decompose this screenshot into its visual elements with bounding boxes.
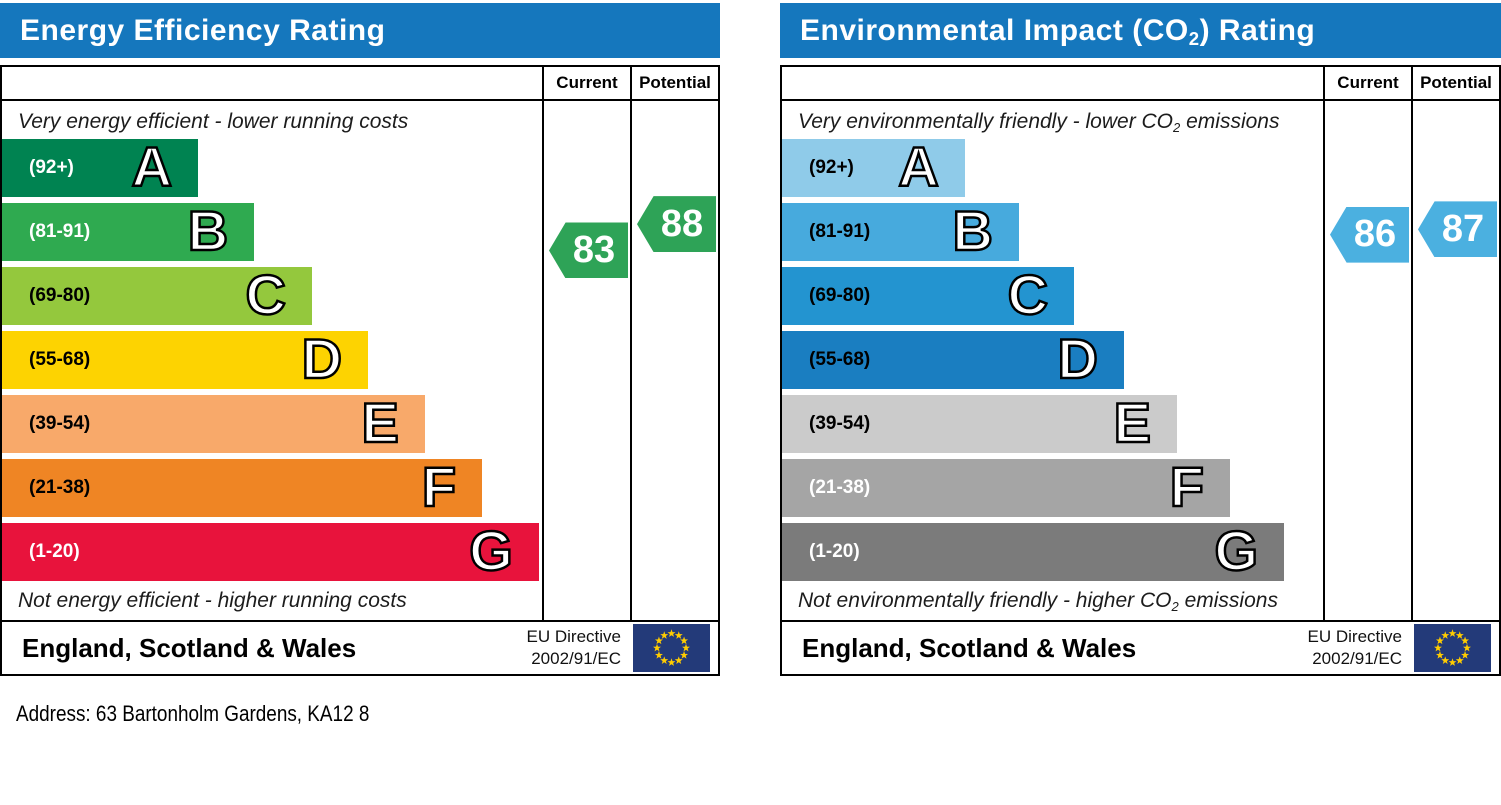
potential-column-header: Potential <box>1411 67 1499 101</box>
current-column-header: Current <box>542 67 630 101</box>
top-caption: Very energy efficient - lower running co… <box>18 110 409 133</box>
band-range-label: (39-54) <box>809 413 871 434</box>
band-letter: D <box>300 326 343 390</box>
band-letter: G <box>468 518 514 582</box>
band-letter: E <box>360 390 400 454</box>
property-address: Address: 63 Bartonholm Gardens, KA12 8 <box>16 701 370 726</box>
potential-rating-column: 88 <box>630 101 718 620</box>
rating-band: (69-80) C <box>2 262 312 326</box>
band-chart-area: Very environmentally friendly - lower CO… <box>782 101 1323 620</box>
environmental-impact-chart: Current Potential Very environmentally f… <box>780 65 1501 676</box>
rating-band: (69-80) C <box>782 262 1075 326</box>
rating-band: (39-54) E <box>782 390 1177 454</box>
energy-efficiency-title-bar: Energy Efficiency Rating <box>0 3 720 58</box>
rating-band: (92+) A <box>782 134 965 198</box>
band-letter: A <box>897 134 940 198</box>
potential-rating-column: 87 <box>1411 101 1499 620</box>
environmental-impact-title-bar: Environmental Impact (CO2) Rating <box>780 3 1501 58</box>
rating-band: (21-38) F <box>2 454 483 518</box>
eu-directive-label: EU Directive 2002/91/EC <box>1307 627 1402 668</box>
band-range-label: (39-54) <box>29 413 91 434</box>
chart-footer: England, Scotland & Wales EU Directive 2… <box>2 620 718 674</box>
chart-footer: England, Scotland & Wales EU Directive 2… <box>782 620 1499 674</box>
top-caption: Very environmentally friendly - lower CO… <box>798 110 1280 135</box>
band-range-label: (69-80) <box>809 285 871 306</box>
band-letter: F <box>421 454 458 518</box>
bottom-caption: Not energy efficient - higher running co… <box>18 589 407 612</box>
potential-rating-value: 87 <box>1441 207 1485 250</box>
band-letter: C <box>244 262 287 326</box>
band-letter: A <box>130 134 173 198</box>
band-range-label: (81-91) <box>809 221 871 242</box>
current-column-header: Current <box>1323 67 1411 101</box>
eu-directive-label: EU Directive 2002/91/EC <box>526 627 621 668</box>
eu-flag-icon <box>1414 624 1491 672</box>
panel-title: Energy Efficiency Rating <box>20 13 386 47</box>
current-rating-column: 83 <box>542 101 630 620</box>
region-label: England, Scotland & Wales <box>22 632 357 663</box>
rating-band: (55-68) D <box>782 326 1124 390</box>
rating-band: (81-91) B <box>782 198 1019 262</box>
potential-rating-arrow: 87 <box>1418 201 1497 258</box>
band-letter: C <box>1006 262 1049 326</box>
band-range-label: (21-38) <box>29 477 91 498</box>
potential-rating-arrow: 88 <box>637 196 716 253</box>
eu-flag-icon <box>633 624 710 672</box>
rating-band: (92+) A <box>2 134 199 198</box>
band-chart-area: Very energy efficient - lower running co… <box>2 101 542 620</box>
band-letter: F <box>1168 454 1205 518</box>
band-letter: G <box>1213 518 1259 582</box>
band-range-label: (55-68) <box>29 349 91 370</box>
rating-band: (1-20) G <box>782 518 1285 582</box>
band-letter: D <box>1056 326 1099 390</box>
potential-rating-value: 88 <box>660 202 704 245</box>
band-letter: E <box>1112 390 1152 454</box>
band-range-label: (92+) <box>809 157 854 178</box>
region-label: England, Scotland & Wales <box>802 632 1137 663</box>
current-rating-value: 86 <box>1353 213 1397 256</box>
band-range-label: (81-91) <box>29 221 91 242</box>
rating-band: (55-68) D <box>2 326 369 390</box>
band-range-label: (1-20) <box>809 541 860 562</box>
band-range-label: (92+) <box>29 157 74 178</box>
energy-efficiency-chart: Current Potential Very energy efficient … <box>0 65 720 676</box>
band-range-label: (55-68) <box>809 349 871 370</box>
environmental-impact-panel: Environmental Impact (CO2) Rating Curren… <box>780 3 1501 676</box>
rating-band: (21-38) F <box>782 454 1230 518</box>
current-rating-arrow: 83 <box>549 222 628 279</box>
band-range-label: (69-80) <box>29 285 91 306</box>
band-range-label: (21-38) <box>809 477 871 498</box>
chart-header-spacer <box>2 67 542 101</box>
panel-title: Environmental Impact (CO2) Rating <box>800 13 1316 49</box>
rating-band: (1-20) G <box>2 518 539 582</box>
current-rating-value: 83 <box>572 228 616 271</box>
rating-band: (81-91) B <box>2 198 255 262</box>
energy-efficiency-panel: Energy Efficiency Rating Current Potenti… <box>0 3 720 676</box>
band-letter: B <box>186 198 229 262</box>
rating-band: (39-54) E <box>2 390 425 454</box>
band-range-label: (1-20) <box>29 541 80 562</box>
current-rating-column: 86 <box>1323 101 1411 620</box>
chart-header-spacer <box>782 67 1323 101</box>
bottom-caption: Not environmentally friendly - higher CO… <box>798 589 1278 614</box>
current-rating-arrow: 86 <box>1330 206 1409 263</box>
band-letter: B <box>951 198 994 262</box>
potential-column-header: Potential <box>630 67 718 101</box>
